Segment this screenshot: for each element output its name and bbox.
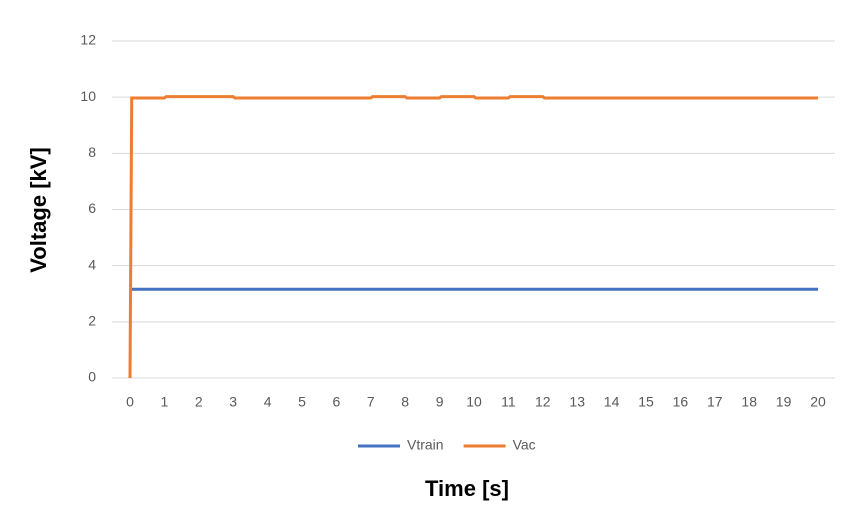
x-tick-label: 2 <box>195 394 203 410</box>
x-tick-label: 5 <box>298 394 306 410</box>
x-tick-label: 1 <box>161 394 169 410</box>
y-tick-label: 12 <box>80 32 96 48</box>
x-tick-label: 10 <box>466 394 482 410</box>
y-tick-label: 0 <box>88 369 96 385</box>
x-tick-label: 13 <box>569 394 585 410</box>
x-tick-label: 17 <box>707 394 723 410</box>
x-tick-label: 14 <box>604 394 620 410</box>
y-tick-label: 2 <box>88 313 96 329</box>
y-tick-label: 6 <box>88 200 96 216</box>
x-tick-label: 3 <box>229 394 237 410</box>
y-tick-label: 8 <box>88 144 96 160</box>
line <box>128 95 818 379</box>
y-tick-label: 10 <box>80 88 96 104</box>
x-tick-label: 18 <box>741 394 757 410</box>
x-tick-label: 4 <box>264 394 272 410</box>
y-axis-title: Voltage [kV] <box>26 147 51 273</box>
x-tick-label: 8 <box>401 394 409 410</box>
y-tick-label: 4 <box>88 256 96 272</box>
legend-label: Vac <box>513 437 536 453</box>
x-tick-label: 19 <box>776 394 792 410</box>
x-tick-label: 7 <box>367 394 375 410</box>
legend-label: Vtrain <box>407 437 444 453</box>
x-tick-label: 12 <box>535 394 551 410</box>
x-tick-label: 9 <box>436 394 444 410</box>
x-tick-label: 11 <box>501 394 516 410</box>
x-tick-label: 16 <box>673 394 689 410</box>
x-axis-title: Time [s] <box>425 476 509 501</box>
x-tick-label: 20 <box>810 394 826 410</box>
x-tick-label: 0 <box>126 394 134 410</box>
x-tick-label: 6 <box>333 394 341 410</box>
x-tick-label: 15 <box>638 394 654 410</box>
